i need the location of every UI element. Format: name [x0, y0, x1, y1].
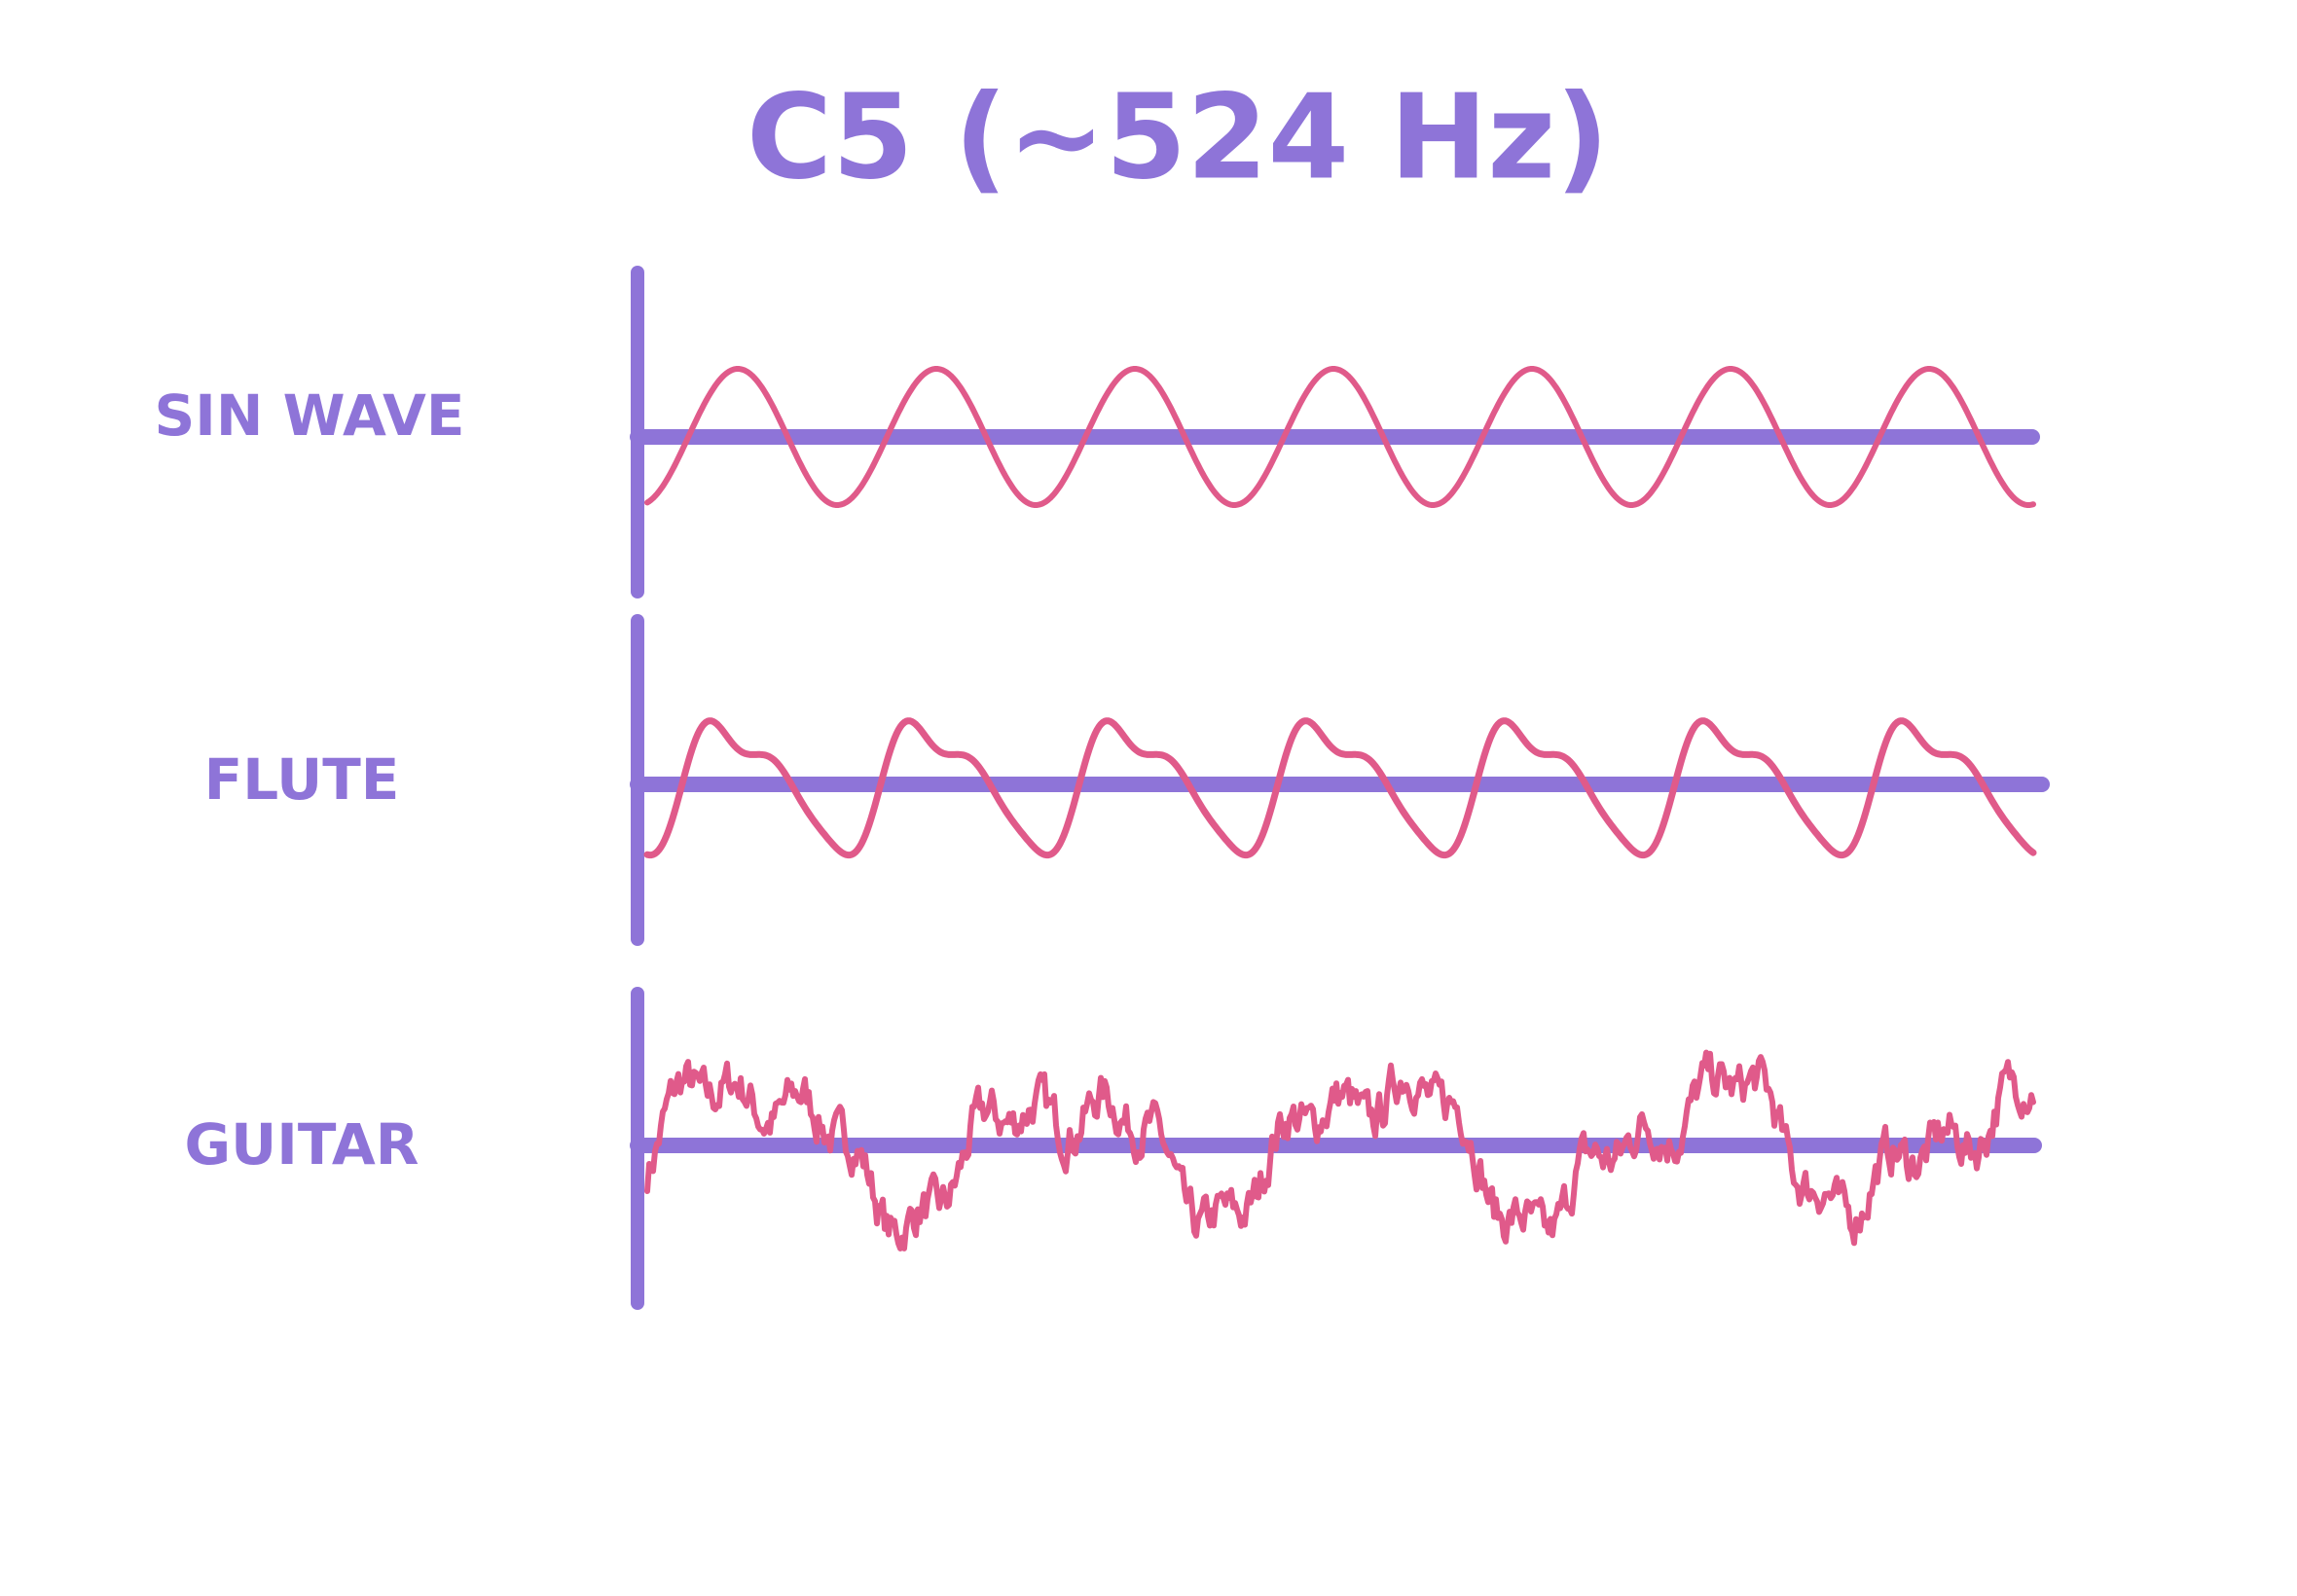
guitar-waveform — [644, 1049, 2036, 1251]
row-label: GUITAR — [185, 1111, 419, 1178]
sine-waveform — [644, 366, 2036, 508]
title: C5 (~524 Hz) — [747, 71, 1609, 206]
flute-waveform — [643, 717, 2037, 859]
row-label: SIN WAVE — [155, 382, 465, 449]
row-label: FLUTE — [204, 746, 400, 813]
